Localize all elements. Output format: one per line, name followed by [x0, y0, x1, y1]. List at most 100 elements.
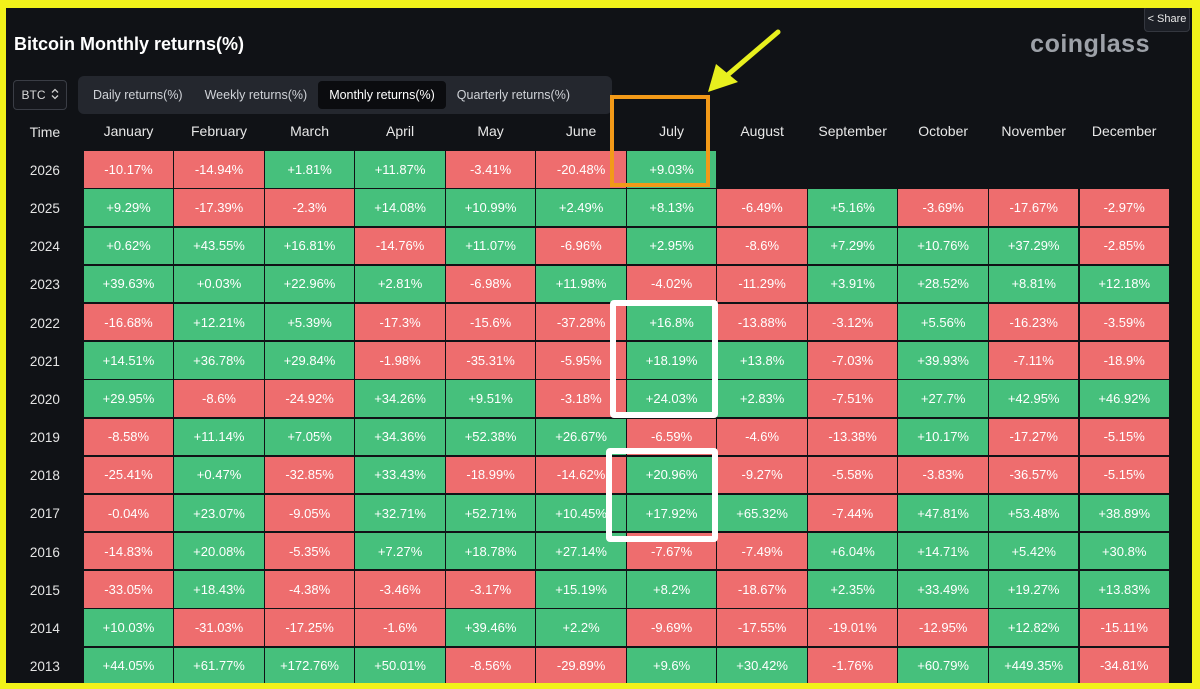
return-cell: -3.46% [355, 571, 445, 608]
return-cell: +33.49% [898, 571, 988, 608]
return-cell: -25.41% [83, 456, 174, 494]
return-cell: +14.71% [898, 533, 988, 570]
return-cell: -6.98% [445, 265, 536, 303]
return-cell: +52.71% [445, 494, 536, 532]
year-cell: 2023 [29, 277, 60, 293]
return-cell: -1.76% [807, 647, 898, 683]
return-cell: +46.92% [1079, 380, 1169, 417]
return-cell: -17.55% [717, 609, 807, 646]
return-cell: -17.39% [174, 189, 264, 226]
return-cell: -24.92% [264, 380, 355, 417]
return-cell [808, 151, 897, 187]
return-cell: -18.99% [445, 456, 536, 494]
return-cell: +39.46% [445, 609, 536, 646]
return-cell: +11.98% [536, 265, 626, 303]
year-cell: 2024 [29, 239, 60, 255]
return-cell: -14.76% [355, 227, 445, 264]
return-cell: +2.2% [536, 609, 626, 646]
return-cell: -7.49% [717, 533, 807, 570]
year-cell: 2015 [29, 582, 60, 598]
return-cell: +16.8% [626, 303, 717, 341]
return-cell: +42.95% [989, 380, 1079, 417]
return-cell: +38.89% [1079, 494, 1169, 532]
return-cell: -35.31% [445, 342, 536, 379]
return-cell: -3.17% [445, 571, 536, 608]
return-cell: -17.3% [355, 303, 445, 341]
table-row: 2022 -16.68% +12.21% +5.39% -17.3% -15.6% -37.… [6, 303, 1170, 342]
returns-table: Time January February March April May June July… [6, 113, 1170, 683]
return-cell: -5.35% [264, 533, 355, 570]
return-cell: +22.96% [264, 265, 355, 303]
return-cell: +65.32% [717, 494, 807, 532]
column-header-december: December [1091, 123, 1157, 140]
coin-select[interactable]: BTC [13, 80, 67, 110]
return-cell: -8.6% [717, 227, 807, 264]
return-cell: +10.03% [83, 609, 174, 646]
table-row: 2018 -25.41% +0.47% -32.85% +33.43% -18.99% -1… [6, 456, 1170, 495]
share-icon: < [1147, 13, 1155, 25]
return-cell [989, 151, 1078, 187]
return-cell: +43.55% [174, 227, 264, 264]
return-cell: +16.81% [264, 227, 355, 264]
return-cell: -32.85% [264, 456, 355, 494]
return-cell: +28.52% [898, 265, 988, 303]
return-cell [1080, 151, 1169, 187]
return-cell: -3.41% [445, 151, 536, 188]
return-cell: +27.14% [536, 533, 626, 570]
return-cell: -17.25% [264, 609, 355, 646]
return-cell: +10.99% [445, 189, 536, 226]
return-cell: +9.29% [83, 189, 174, 226]
return-cell: -2.85% [1079, 227, 1169, 264]
return-cell: -7.11% [989, 342, 1079, 379]
app-frame: < Share Bitcoin Monthly returns(%) coing… [6, 8, 1192, 683]
highlight-box-july-2017-2018 [606, 448, 718, 542]
column-header-time: Time [29, 124, 61, 141]
share-button[interactable]: < Share [1144, 8, 1190, 32]
return-cell: +2.49% [536, 189, 626, 226]
return-cell: +39.63% [83, 265, 174, 303]
return-cell: +10.76% [898, 227, 988, 264]
return-cell: +13.8% [717, 342, 807, 379]
year-cell: 2014 [29, 621, 60, 637]
return-cell: -17.27% [989, 418, 1079, 455]
table-row: 2020 +29.95% -8.6% -24.92% +34.26% +9.51% -3.1… [6, 380, 1170, 418]
return-cell: +2.95% [626, 227, 717, 264]
return-cell: +52.38% [445, 418, 536, 455]
return-cell: +20.96% [626, 456, 717, 494]
tab-quarterly-returns[interactable]: Quarterly returns(%) [456, 88, 571, 102]
return-cell: +7.27% [355, 533, 445, 570]
return-cell: +17.92% [626, 494, 717, 532]
table-row: 2016 -14.83% +20.08% -5.35% +7.27% +18.78% +27… [6, 533, 1170, 571]
tab-weekly-returns[interactable]: Weekly returns(%) [204, 88, 308, 102]
return-cell: +29.95% [83, 380, 174, 417]
return-cell: +9.6% [626, 647, 717, 683]
return-cell: +32.71% [355, 494, 445, 532]
return-cell: +37.29% [989, 227, 1079, 264]
return-cell: -7.51% [807, 380, 898, 417]
highlight-box-july-2020-2022 [610, 300, 718, 418]
arrow-icon [708, 29, 781, 92]
return-cell: +10.17% [898, 418, 988, 455]
return-cell: -9.27% [717, 456, 807, 494]
year-cell: 2016 [29, 544, 60, 560]
return-cell: -4.02% [626, 265, 717, 303]
table-header-row: Time January February March April May June July… [6, 113, 1170, 151]
return-cell: -0.04% [83, 494, 174, 532]
tab-monthly-returns[interactable]: Monthly returns(%) [318, 81, 446, 109]
return-cell: -8.56% [445, 647, 536, 683]
return-cell: +8.2% [626, 571, 717, 608]
year-cell: 2017 [29, 506, 60, 522]
column-header-september: September [818, 123, 887, 140]
table-row: 2013 +44.05% +61.77% +172.76% +50.01% -8.56% -… [6, 647, 1170, 683]
return-cell: +39.93% [898, 342, 988, 379]
return-cell: -36.57% [989, 456, 1079, 494]
tab-daily-returns[interactable]: Daily returns(%) [93, 88, 183, 102]
return-cell: +5.42% [989, 533, 1079, 570]
return-cell: -8.6% [174, 380, 264, 417]
return-cell: -31.03% [174, 609, 264, 646]
return-cell: +2.35% [807, 571, 898, 608]
return-cell: -5.15% [1079, 456, 1169, 494]
return-cell: +0.47% [174, 456, 264, 494]
return-cell: -16.68% [83, 303, 174, 341]
table-row: 2021 +14.51% +36.78% +29.84% -1.98% -35.31% -5… [6, 342, 1170, 380]
